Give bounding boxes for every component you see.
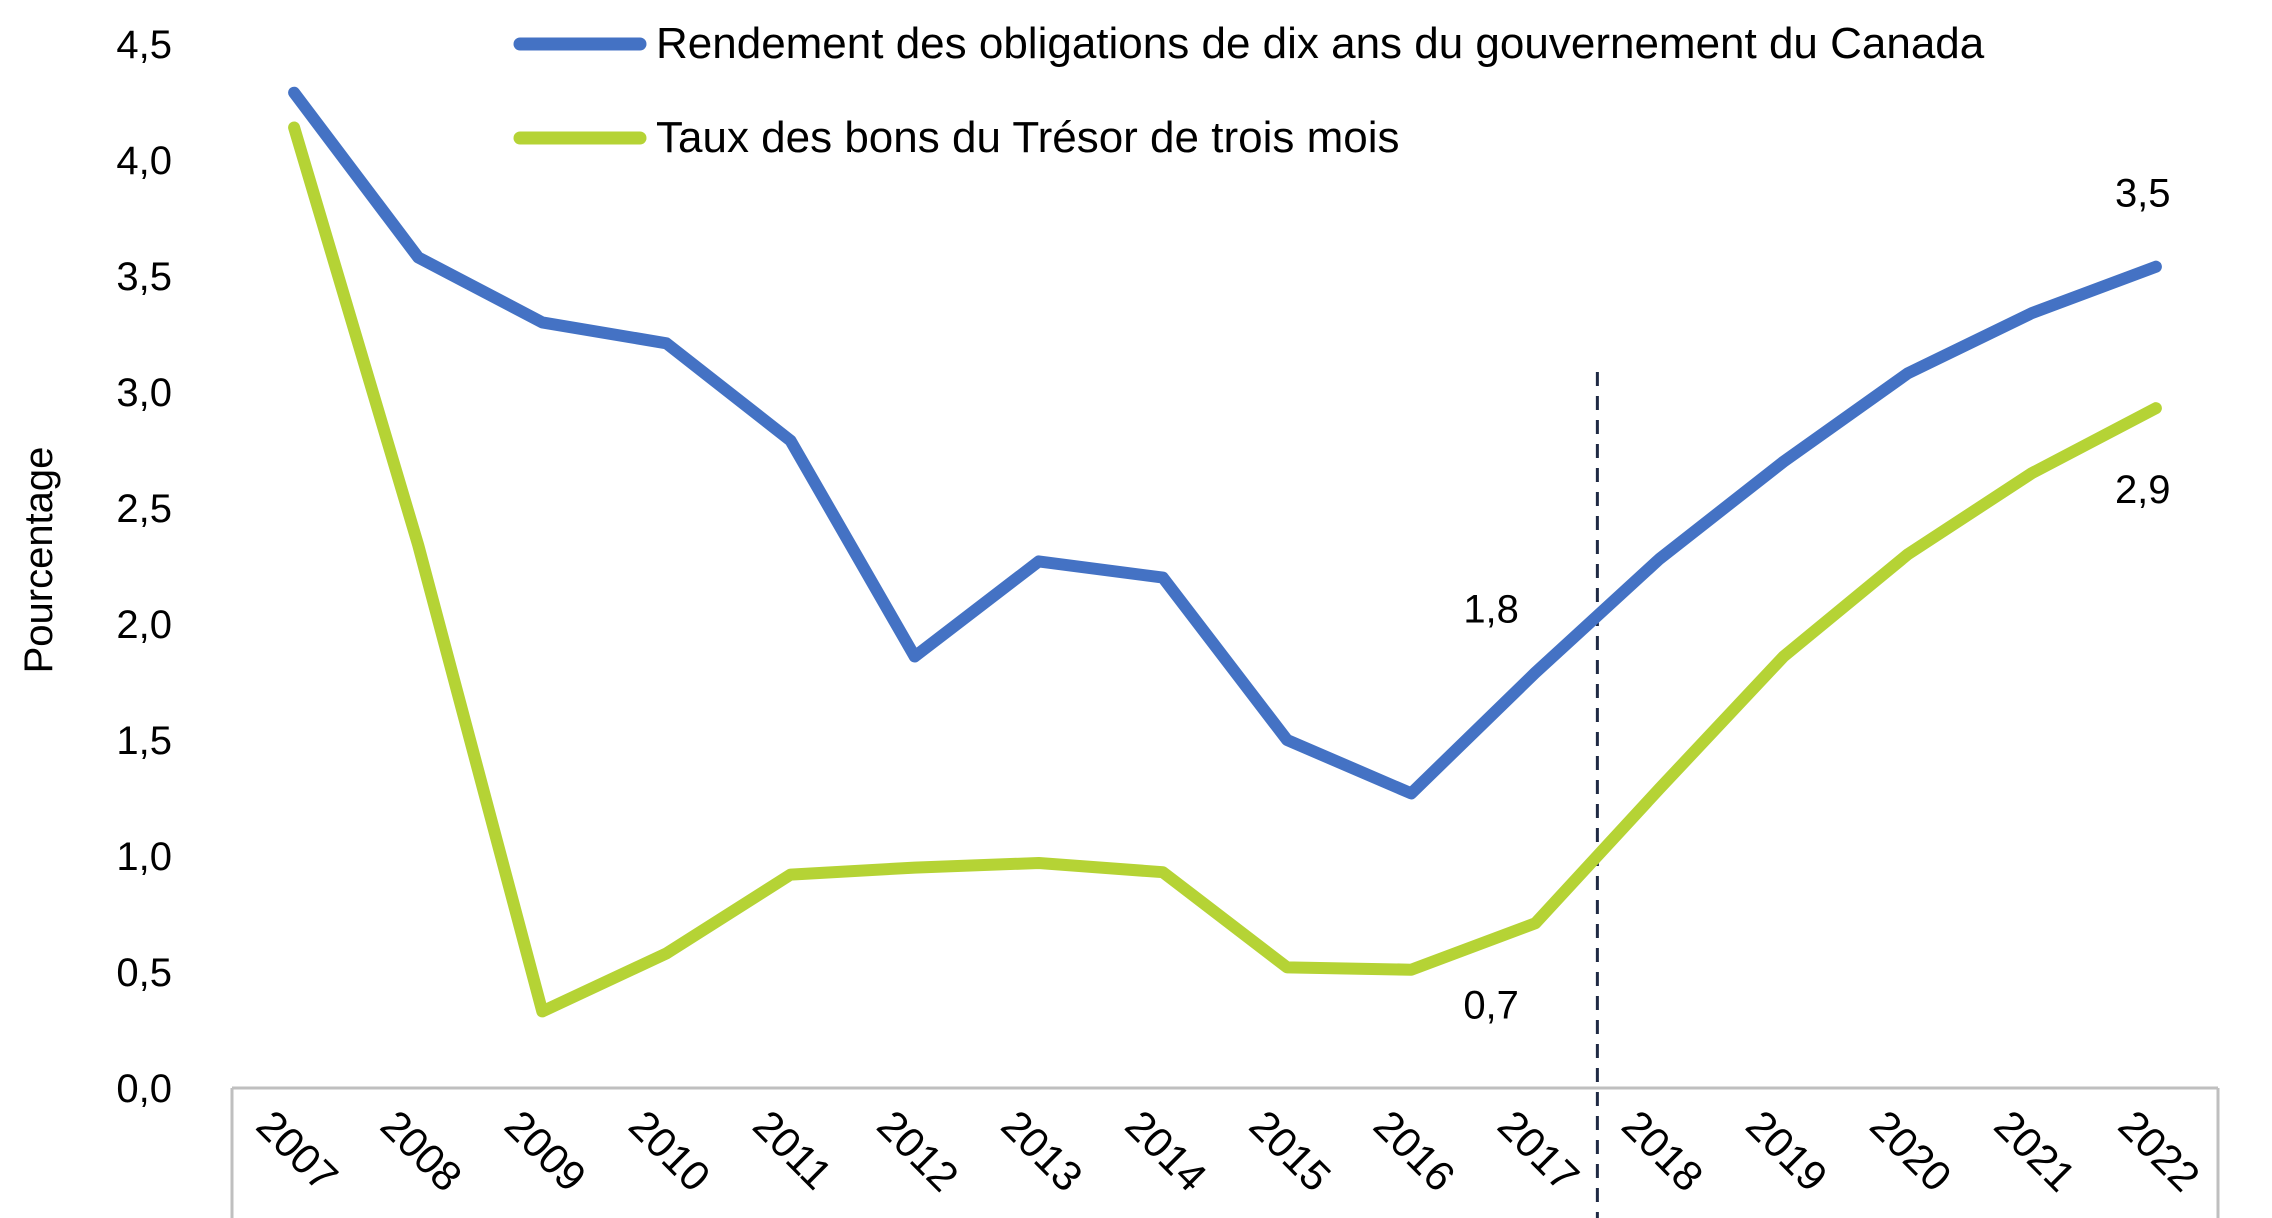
x-tick-label: 2015 — [1241, 1101, 1340, 1200]
y-tick-label: 4,5 — [116, 23, 172, 67]
y-axis-ticks: 0,0 0,5 1,0 1,5 2,0 2,5 3,0 3,5 4,0 4,5 — [116, 23, 172, 1111]
y-tick-label: 3,0 — [116, 371, 172, 415]
legend-label-series-1: Rendement des obligations de dix ans du … — [656, 19, 1985, 68]
y-tick-label: 0,0 — [116, 1067, 172, 1111]
series-line-bond-yield — [288, 86, 2162, 800]
x-tick-label: 2016 — [1365, 1101, 1464, 1200]
data-label: 0,7 — [1463, 983, 1519, 1027]
x-tick-label: 2008 — [372, 1101, 471, 1200]
y-tick-label: 0,5 — [116, 951, 172, 995]
data-label: 2,9 — [2115, 468, 2171, 512]
data-labels: 1,8 0,7 3,5 2,9 — [1463, 172, 2170, 1028]
x-tick-label: 2012 — [868, 1101, 967, 1200]
legend-label-series-2: Taux des bons du Trésor de trois mois — [656, 113, 1399, 162]
x-tick-label: 2022 — [2110, 1101, 2209, 1200]
series-lines — [288, 86, 2162, 1018]
y-tick-label: 1,5 — [116, 719, 172, 763]
x-tick-label: 2018 — [1613, 1101, 1712, 1200]
data-label: 1,8 — [1463, 588, 1519, 632]
x-tick-label: 2013 — [992, 1101, 1091, 1200]
x-tick-label: 2007 — [248, 1101, 347, 1200]
series-line-tbill-rate — [288, 121, 2162, 1018]
x-axis: 2007 2008 2009 2010 2011 2012 2013 2014 2015 2016… — [230, 1086, 2220, 1218]
y-axis-title: Pourcentage — [17, 447, 61, 674]
x-tick-label: 2011 — [744, 1101, 841, 1198]
x-tick-label: 2019 — [1737, 1101, 1836, 1200]
y-tick-label: 3,5 — [116, 255, 172, 299]
x-tick-label: 2017 — [1489, 1101, 1588, 1200]
x-tick-label: 2014 — [1117, 1101, 1216, 1200]
y-tick-label: 4,0 — [116, 139, 172, 183]
legend: Rendement des obligations de dix ans du … — [513, 19, 1985, 162]
y-tick-label: 2,0 — [116, 603, 172, 647]
x-tick-label: 2009 — [496, 1101, 595, 1200]
x-tick-label: 2020 — [1861, 1101, 1960, 1200]
x-tick-label: 2021 — [1985, 1101, 2084, 1200]
y-tick-label: 2,5 — [116, 487, 172, 531]
y-tick-label: 1,0 — [116, 835, 172, 879]
data-label: 3,5 — [2115, 172, 2171, 216]
x-tick-label: 2010 — [620, 1101, 719, 1200]
